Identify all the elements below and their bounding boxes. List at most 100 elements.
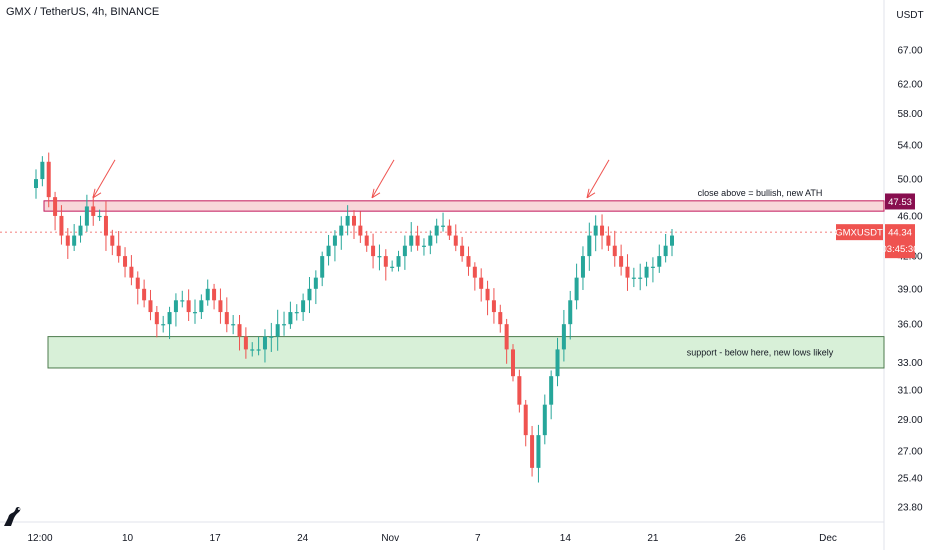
candle-body: [485, 288, 490, 301]
candle-body: [536, 435, 541, 468]
candle-body: [320, 256, 325, 278]
candles: [34, 152, 674, 483]
x-tick-label: 26: [735, 533, 747, 544]
candle-body: [638, 277, 643, 279]
arrow-line: [586, 159, 610, 199]
candle-body: [186, 300, 191, 313]
candle-body: [294, 312, 299, 314]
candle-body: [517, 376, 522, 405]
candle-body: [511, 349, 515, 377]
candle-body: [154, 312, 159, 325]
candle-body: [142, 288, 147, 301]
candle-body: [237, 324, 242, 337]
x-tick-label: 7: [475, 533, 481, 544]
x-tick-label: Dec: [819, 533, 837, 544]
candle-body: [472, 266, 477, 278]
candle-body: [593, 225, 598, 236]
resistance-annotation: close above = bullish, new ATH: [698, 188, 823, 198]
candle-body: [167, 312, 172, 325]
candle-body: [670, 235, 674, 246]
x-tick-label: 12:00: [27, 533, 52, 544]
candle-body: [46, 161, 51, 198]
candle-body: [116, 245, 121, 257]
x-tick-label: 17: [210, 533, 222, 544]
candle-body: [428, 235, 433, 246]
candle-body: [218, 300, 223, 313]
candle-body: [530, 435, 535, 468]
candle-body: [415, 235, 420, 246]
candle-body: [377, 256, 382, 258]
candle-body: [352, 215, 356, 226]
candle-body: [606, 235, 611, 246]
price-tags: 47.53 44.34 03:45:30 GMXUSDT: [835, 193, 918, 259]
candle-body: [447, 225, 452, 236]
tradingview-logo-icon: [2, 502, 24, 533]
candle-body: [161, 324, 166, 326]
candle-body: [504, 324, 509, 350]
candle-body: [600, 225, 605, 236]
y-tick-label: 36.00: [897, 320, 922, 331]
candle-body: [574, 277, 579, 301]
candle-body: [339, 225, 344, 236]
y-tick-label: 33.00: [897, 358, 922, 369]
last-price-tag: [885, 224, 915, 259]
y-tick-label: 46.00: [897, 211, 922, 222]
candle-body: [212, 288, 217, 301]
candle-body: [644, 266, 649, 278]
candle-body: [523, 404, 528, 436]
candle-body: [34, 179, 38, 189]
arrow-line: [371, 159, 395, 199]
candle-body: [396, 256, 401, 267]
candle-body: [580, 256, 585, 278]
candle-body: [129, 266, 134, 278]
y-tick-label: 58.00: [897, 109, 922, 120]
candle-body: [224, 312, 229, 325]
candle-body: [84, 206, 89, 226]
candle-body: [371, 245, 376, 257]
candle-body: [135, 277, 140, 289]
candle-body: [199, 300, 204, 313]
candle-body: [663, 245, 668, 257]
candle-body: [561, 324, 566, 350]
candle-body: [275, 324, 280, 337]
candle-body: [453, 235, 458, 246]
candle-body: [549, 376, 554, 405]
candle-body: [421, 245, 426, 247]
candle-body: [625, 266, 630, 278]
candle-body: [40, 161, 45, 180]
candle-body: [123, 256, 128, 267]
arrows: [92, 159, 610, 199]
y-tick-label: 39.00: [897, 284, 922, 295]
zones: close above = bullish, new ATH support - …: [0, 188, 885, 369]
candle-body: [587, 235, 592, 257]
candle-body: [250, 349, 255, 351]
x-tick-label: 10: [122, 533, 134, 544]
y-tick-label: 27.00: [897, 447, 922, 458]
x-tick-label: 24: [297, 533, 309, 544]
candle-body: [498, 312, 503, 325]
candle-body: [555, 349, 560, 377]
symbol-tag-label: GMXUSDT: [835, 228, 883, 239]
candle-body: [332, 235, 337, 246]
candle-body: [383, 256, 388, 267]
candle-body: [460, 245, 465, 257]
candle-body: [288, 312, 293, 325]
candle-body: [491, 300, 496, 313]
x-axis: 12:00 10 17 24 Nov 7 14 21 26 Dec: [0, 521, 884, 544]
candle-body: [657, 256, 662, 267]
chart-title: GMX / TetherUS, 4h, BINANCE: [6, 6, 160, 18]
candle-body: [301, 300, 306, 313]
candle-body: [256, 349, 261, 351]
candle-body: [441, 225, 446, 227]
candle-body: [479, 277, 484, 289]
arrow-head: [92, 188, 102, 199]
resistance-price-label: 47.53: [888, 197, 912, 208]
candle-body: [59, 215, 64, 236]
candle-body: [307, 288, 312, 301]
candle-body: [193, 312, 197, 314]
candle-body: [466, 256, 471, 267]
x-tick-label: Nov: [381, 533, 399, 544]
candle-body: [402, 245, 407, 257]
resistance-zone: [43, 200, 885, 212]
